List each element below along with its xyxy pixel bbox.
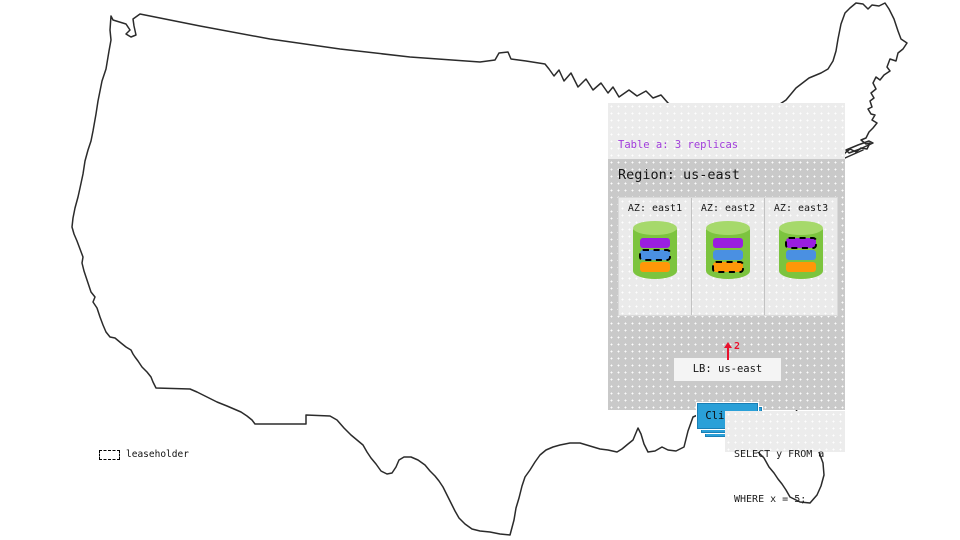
region-title: Region: us-east <box>618 167 740 183</box>
replica-legend: Table a: 3 replicas Index a: 3 replicas … <box>608 103 845 235</box>
database-node-icon <box>633 221 677 279</box>
sql-line-2: WHERE x = 5; <box>734 494 807 505</box>
legend-table-a: Table a: 3 replicas <box>618 139 739 151</box>
leaseholder-key: leaseholder <box>99 449 189 460</box>
leaseholder-swatch-icon <box>99 449 120 460</box>
arrow-head <box>723 342 732 348</box>
index-a-replica-leaseholder <box>639 249 671 261</box>
coastline-fragment <box>844 149 864 159</box>
database-node-icon <box>779 221 823 279</box>
hop-count-label: 2 <box>734 341 741 352</box>
az-east1: AZ: east1 <box>619 198 691 315</box>
leaseholder-key-label: leaseholder <box>126 449 189 460</box>
index-a-replica <box>713 250 743 260</box>
load-balancer-box: LB: us-east <box>673 357 782 382</box>
table-a-replica <box>713 238 743 248</box>
az-east2-title: AZ: east2 <box>700 203 756 214</box>
database-node-icon <box>706 221 750 279</box>
table-b-replica <box>640 262 670 272</box>
az-container: AZ: east1 AZ: east2 AZ: east3 <box>618 197 838 316</box>
region-box: Region: us-east AZ: east1 AZ: east2 <box>608 159 845 437</box>
az-east2: AZ: east2 <box>691 198 764 315</box>
long-island-outline <box>845 140 874 154</box>
index-a-replica <box>786 250 816 260</box>
table-b-replica <box>786 262 816 272</box>
sql-line-1: SELECT y FROM a <box>734 449 825 460</box>
request-arrow-icon <box>722 342 733 360</box>
table-a-replica-leaseholder <box>785 237 817 249</box>
az-east3-title: AZ: east3 <box>773 203 829 214</box>
table-a-replica <box>640 238 670 248</box>
table-b-replica-leaseholder <box>712 261 744 273</box>
az-east1-title: AZ: east1 <box>627 203 683 214</box>
arrow-stem <box>726 348 729 360</box>
az-east3: AZ: east3 <box>764 198 837 315</box>
region-panel: Table a: 3 replicas Index a: 3 replicas … <box>608 103 845 437</box>
sql-query-box: SELECT y FROM a WHERE x = 5; <box>725 411 845 505</box>
